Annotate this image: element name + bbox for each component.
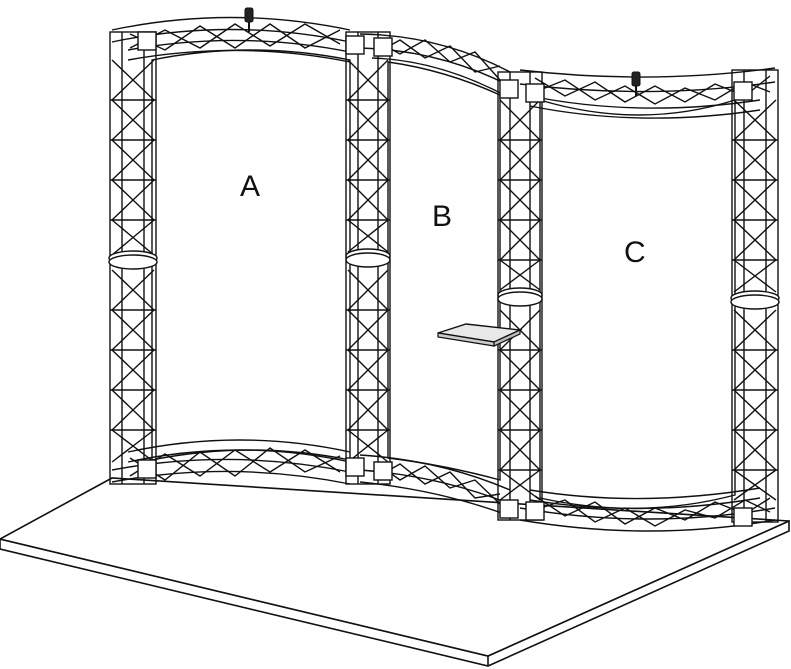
panel-b-surface: [387, 61, 501, 481]
panel-a-label: A: [240, 170, 260, 203]
panel-b-label: B: [432, 200, 452, 233]
panel-labels: A B C: [240, 170, 646, 269]
panel-a-surface: [151, 49, 351, 461]
panel-c-surface: [539, 99, 736, 509]
truss-tower-left: [108, 31, 158, 485]
truss-tower-center: [345, 31, 391, 485]
truss-tower-right: [730, 69, 780, 523]
floor-platform: [0, 477, 790, 667]
connector-blocks: [137, 31, 753, 527]
truss-tower-right-center: [497, 71, 543, 521]
graphic-panels: [151, 49, 736, 509]
spotlight-icon: [244, 7, 641, 96]
panel-c-label: C: [624, 236, 646, 269]
counter-shelf: [437, 323, 523, 347]
